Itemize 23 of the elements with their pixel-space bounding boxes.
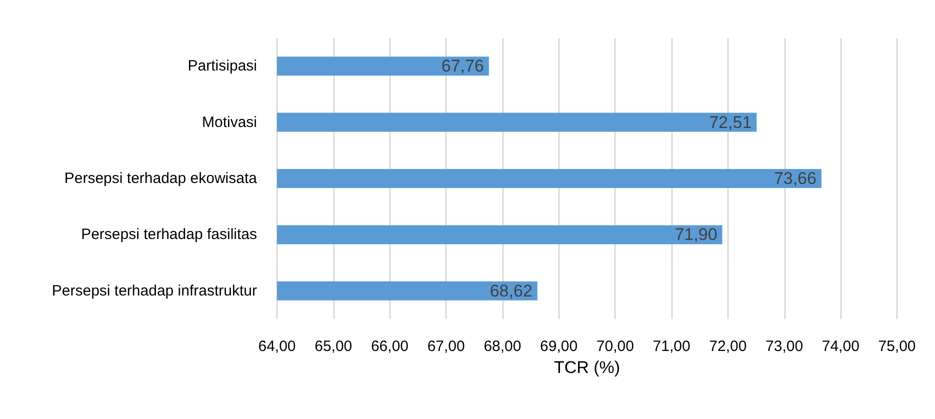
data-label: 68,62 bbox=[490, 281, 532, 300]
data-label: 71,90 bbox=[674, 225, 718, 244]
x-tick-label: 73,00 bbox=[766, 338, 804, 355]
data-label: 73,66 bbox=[774, 169, 816, 188]
x-tick-label: 66,00 bbox=[370, 338, 408, 355]
x-tick-label: 64,00 bbox=[258, 338, 296, 355]
x-tick-label: 71,00 bbox=[652, 338, 690, 355]
x-tick-label: 74,00 bbox=[822, 338, 860, 355]
x-tick-label: 75,00 bbox=[878, 338, 916, 355]
y-tick-label: Persepsi terhadap ekowisata bbox=[64, 170, 258, 187]
x-tick-label: 68,00 bbox=[484, 338, 522, 355]
data-label: 72,51 bbox=[709, 112, 752, 132]
x-tick-label: 65,00 bbox=[314, 338, 352, 355]
x-tick-label: 69,00 bbox=[540, 338, 578, 355]
x-axis-title: TCR (%) bbox=[554, 358, 620, 377]
x-tick-label: 70,00 bbox=[596, 338, 634, 355]
y-tick-label: Partisipasi bbox=[188, 58, 257, 75]
x-tick-label: 67,00 bbox=[427, 338, 465, 355]
x-tick-label: 72,00 bbox=[709, 338, 747, 355]
y-tick-label: Motivasi bbox=[202, 114, 257, 131]
y-tick-label: Persepsi terhadap fasilitas bbox=[81, 226, 257, 244]
y-tick-label: Persepsi terhadap infrastruktur bbox=[52, 282, 257, 300]
data-label: 67,76 bbox=[441, 56, 484, 76]
